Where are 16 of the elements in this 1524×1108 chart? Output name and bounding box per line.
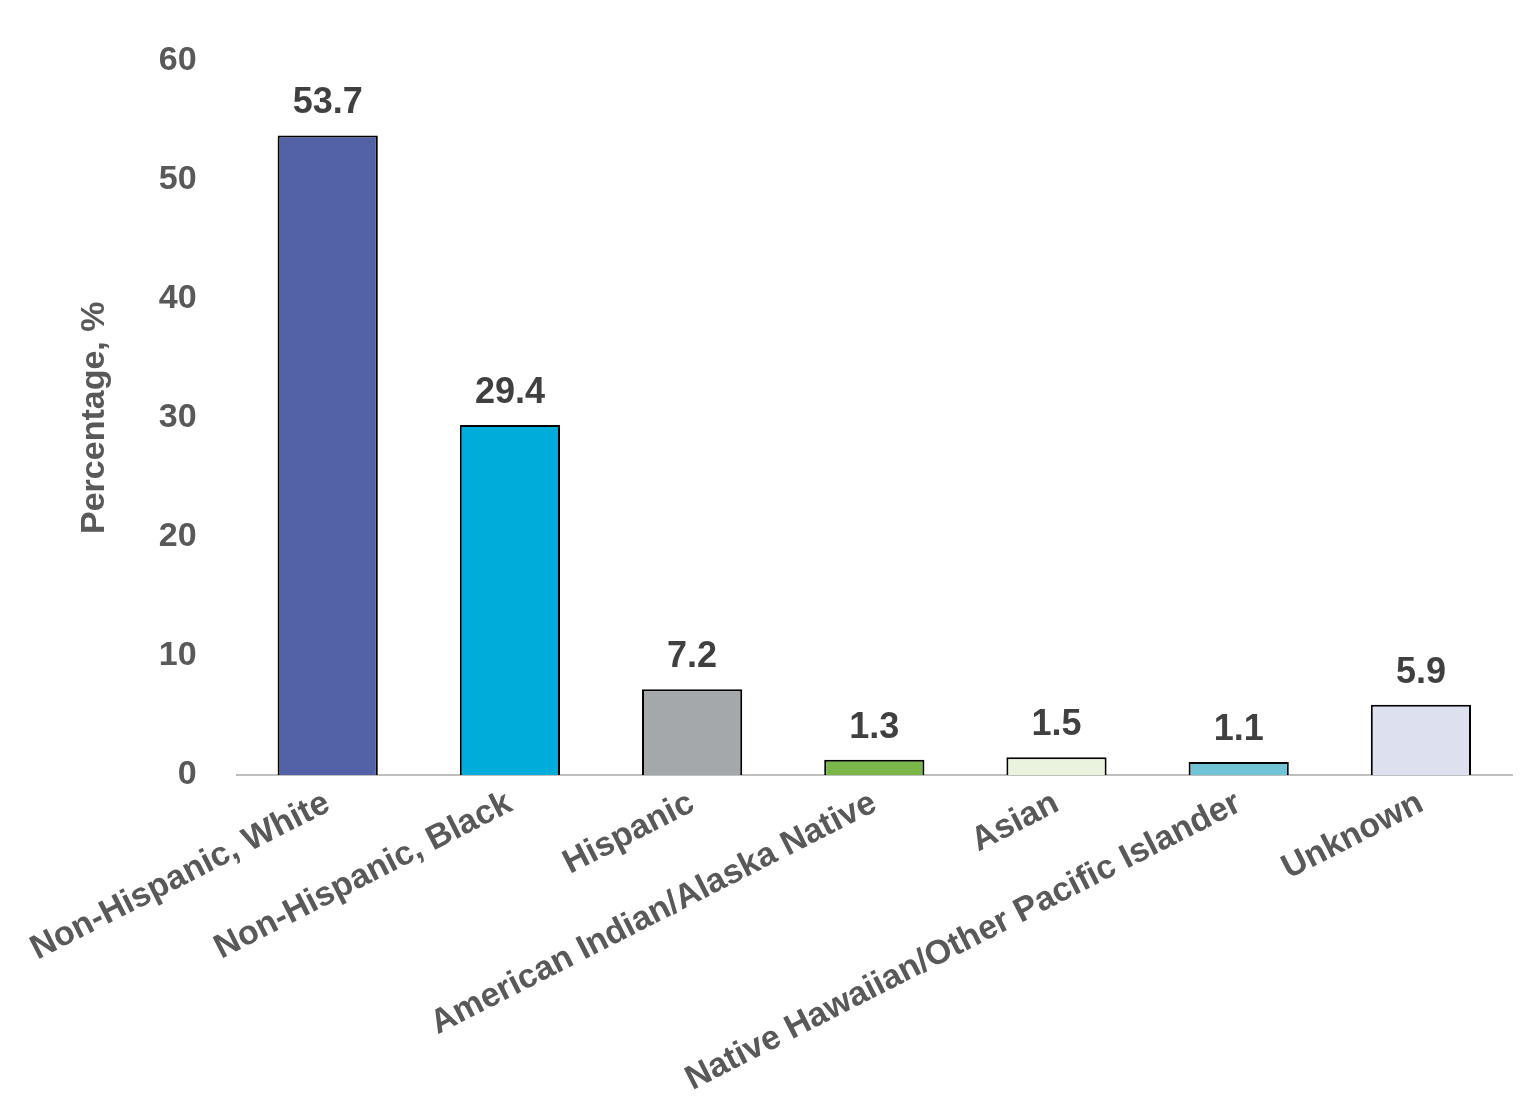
data-label: 1.3 [849, 704, 900, 746]
data-label: 7.2 [667, 634, 718, 676]
y-tick-label: 20 [158, 515, 197, 554]
data-label: 29.4 [474, 369, 545, 411]
y-tick-label: 60 [158, 38, 197, 77]
y-tick-label: 30 [158, 396, 197, 435]
data-label: 1.1 [1213, 706, 1264, 748]
y-tick-label: 10 [158, 634, 197, 673]
y-axis-title: Percentage, % [72, 301, 111, 534]
data-label: 5.9 [1395, 649, 1446, 691]
x-tick-label: Asian [964, 782, 1064, 858]
y-tick-label: 40 [158, 277, 197, 316]
data-label: 53.7 [292, 80, 363, 122]
y-tick-label: 50 [158, 157, 197, 196]
y-tick-label: 0 [177, 753, 197, 792]
data-label: 1.5 [1031, 702, 1082, 744]
